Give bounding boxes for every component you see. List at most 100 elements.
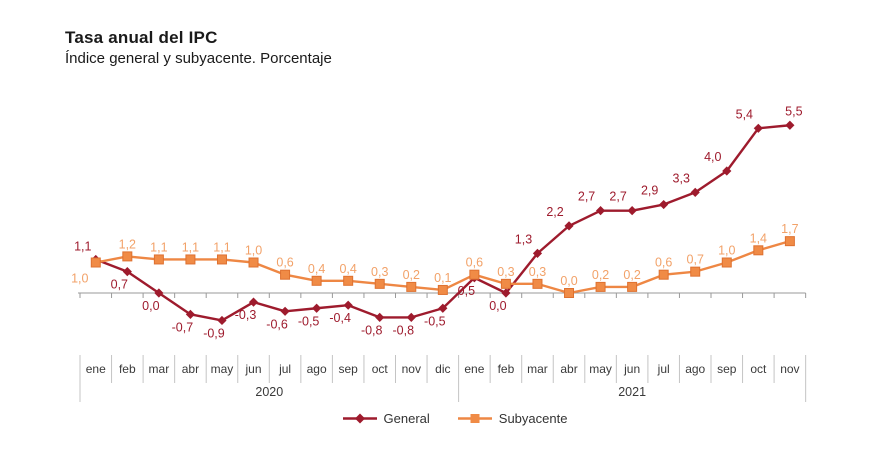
subyacente-marker [784, 236, 795, 247]
general-marker [753, 123, 763, 133]
general-marker [595, 206, 606, 216]
subyacente-value-label: 1,7 [781, 222, 798, 236]
general-marker [154, 288, 164, 298]
subyacente-value-label: 0,2 [403, 268, 420, 282]
month-label: may [589, 362, 612, 376]
general-series-key-icon [342, 413, 377, 424]
general-marker [217, 315, 227, 326]
subyacente-marker [532, 278, 543, 289]
legend-item-general: General [342, 411, 430, 426]
subyacente-marker [185, 254, 196, 265]
subyacente-marker [280, 269, 291, 280]
year-label: 2020 [255, 385, 283, 399]
general-value-label: -0,3 [235, 308, 257, 322]
subyacente-value-label: 1,0 [71, 272, 88, 286]
general-value-label: -0,8 [361, 323, 383, 337]
general-value-label: 1,1 [74, 239, 91, 253]
general-marker [122, 267, 132, 277]
subyacente-value-label: 1,2 [119, 237, 136, 251]
general-value-label: 3,3 [673, 171, 690, 185]
chart-title: Tasa anual del IPC [65, 28, 218, 47]
chart-subtitle: Índice general y subyacente. Porcentaje [65, 50, 332, 67]
subyacente-marker [564, 288, 575, 298]
general-value-label: 5,5 [785, 104, 802, 118]
subyacente-value-label: 0,2 [623, 268, 640, 282]
subyacente-marker [658, 269, 669, 280]
subyacente-value-label: 0,3 [371, 265, 388, 279]
general-value-label: 5,4 [736, 107, 753, 121]
general-value-label: 0,5 [458, 284, 475, 298]
general-value-label: -0,6 [266, 317, 288, 331]
general-marker [690, 187, 700, 197]
subyacente-marker [122, 251, 133, 262]
general-value-label: -0,7 [172, 320, 194, 334]
month-label: dic [435, 362, 450, 376]
general-value-label: 2,7 [578, 190, 595, 204]
subyacente-value-label: 0,2 [592, 268, 609, 282]
legend-label-general: General [383, 411, 430, 426]
month-label: jun [245, 362, 262, 376]
general-value-label: 2,2 [546, 205, 563, 219]
subyacente-marker [406, 281, 417, 292]
general-value-label: 0,0 [489, 299, 506, 313]
general-marker [375, 312, 385, 322]
general-marker [280, 306, 290, 316]
general-marker [438, 303, 448, 313]
month-label: mar [527, 362, 548, 376]
subyacente-value-label: 0,1 [434, 271, 451, 285]
month-label: mar [149, 362, 170, 376]
subyacente-value-label: 0,4 [339, 262, 356, 276]
subyacente-value-label: 0,6 [466, 256, 483, 270]
month-label: feb [498, 362, 515, 376]
subyacente-marker [469, 269, 480, 280]
general-value-label: 2,7 [609, 190, 626, 204]
legend-label-subyacente: Subyacente [498, 411, 568, 426]
month-label: abr [560, 362, 577, 376]
subyacente-value-label: 0,3 [529, 265, 546, 279]
general-value-label: 0,0 [142, 299, 159, 313]
month-label: sep [338, 362, 358, 376]
month-label: ene [464, 362, 484, 376]
month-label: feb [119, 362, 136, 376]
general-value-label: 4,0 [704, 150, 721, 164]
subyacente-value-label: 1,4 [750, 231, 767, 245]
month-label: ago [307, 362, 327, 376]
subyacente-value-label: 1,1 [182, 240, 199, 254]
subyacente-marker [627, 281, 638, 292]
general-marker [312, 303, 322, 313]
year-label: 2021 [618, 385, 646, 399]
month-label: ago [685, 362, 705, 376]
month-label: nov [402, 362, 421, 376]
chart-header: Tasa anual del IPC Índice general y suby… [65, 28, 332, 67]
general-value-label: 2,9 [641, 184, 658, 198]
subyacente-value-label: 0,0 [560, 274, 577, 288]
general-marker [722, 166, 732, 176]
subyacente-marker [216, 254, 227, 265]
general-marker [248, 297, 259, 307]
general-marker [564, 221, 574, 231]
subyacente-marker [437, 284, 448, 295]
subyacente-marker [753, 245, 764, 256]
general-value-label: 0,7 [111, 278, 128, 292]
subyacente-marker [90, 257, 101, 268]
general-value-label: -0,5 [424, 314, 446, 328]
subyacente-marker [690, 266, 701, 277]
subyacente-marker [500, 278, 511, 289]
month-label: jul [278, 362, 291, 376]
subyacente-value-label: 1,1 [150, 240, 167, 254]
general-value-label: -0,5 [298, 314, 320, 328]
subyacente-series-key-icon [457, 414, 492, 423]
subyacente-marker [248, 257, 259, 268]
month-label: oct [750, 362, 767, 376]
subyacente-value-label: 1,0 [718, 244, 735, 258]
month-label: abr [182, 362, 199, 376]
subyacente-marker [343, 275, 354, 286]
month-label: may [211, 362, 234, 376]
general-marker [627, 206, 637, 216]
subyacente-marker [153, 254, 164, 265]
general-value-label: 1,3 [515, 232, 532, 246]
month-label: sep [717, 362, 737, 376]
subyacente-value-label: 1,0 [245, 244, 262, 258]
